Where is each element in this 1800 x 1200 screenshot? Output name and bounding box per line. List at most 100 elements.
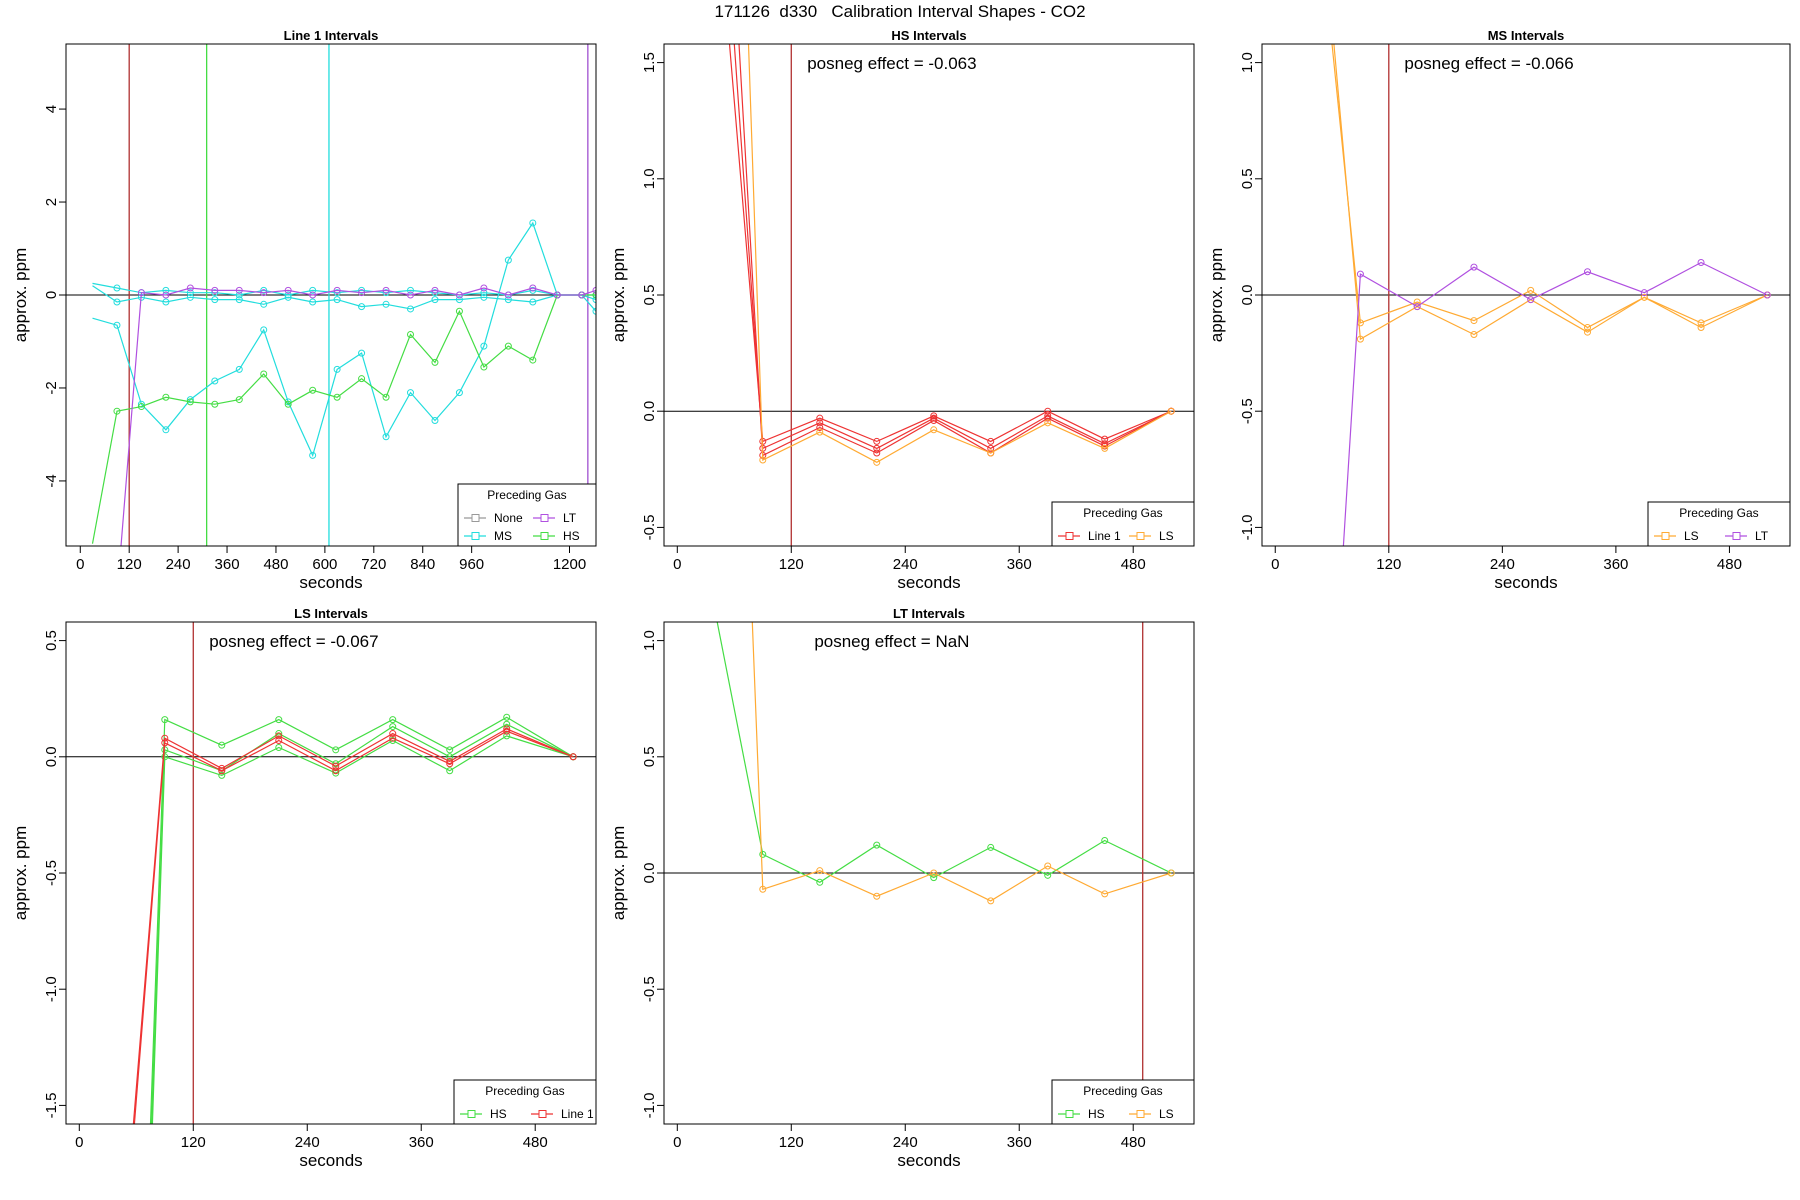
data-point [480, 342, 488, 350]
data-point [592, 307, 596, 315]
chart-panel-2: HS Intervals 0 120 240 360 480 seconds -0.5 0.0 0… [609, 28, 1195, 592]
data-point [218, 767, 226, 775]
y-tick-label: 0.0 [1239, 285, 1256, 306]
data-point [1584, 268, 1592, 276]
x-tick-label: 480 [263, 556, 288, 573]
legend-swatch-marker [1732, 532, 1741, 540]
data-point [358, 349, 366, 357]
data-point [275, 732, 283, 740]
x-tick-label: 240 [893, 556, 918, 573]
data-point [1167, 407, 1175, 415]
data-point [816, 878, 824, 886]
data-point [137, 403, 145, 411]
data-point [382, 433, 390, 441]
x-tick-label: 0 [75, 1134, 83, 1151]
panel-title: HS Intervals [891, 28, 966, 43]
legend-box [453, 1079, 597, 1125]
x-tick-label: 480 [523, 1134, 548, 1151]
data-point [873, 892, 881, 900]
data-point [1101, 836, 1109, 844]
data-point [480, 293, 488, 301]
data-point [503, 720, 511, 728]
x-tick-label: 720 [361, 556, 386, 573]
y-tick-label: -1.0 [641, 1092, 658, 1118]
legend-label: LT [1755, 529, 1769, 543]
series-line [91, 294, 596, 544]
data-point [186, 293, 194, 301]
data-point [218, 741, 226, 749]
data-point [218, 771, 226, 779]
data-point [235, 296, 243, 304]
data-point [275, 744, 283, 751]
legend-swatch-marker [1136, 532, 1145, 540]
chart-panel-5: LT Intervals 0 120 240 360 480 seconds -1.0 -0.5… [609, 606, 1195, 1170]
data-point [592, 291, 596, 299]
legend-swatch-marker [471, 514, 480, 522]
series-line [92, 285, 596, 312]
legend-swatch-marker [471, 532, 480, 540]
chart-panel-4: LS Intervals 0 120 240 360 480 seconds -1.5 -1.0… [11, 606, 597, 1170]
data-point [162, 298, 170, 306]
data-point [333, 365, 341, 373]
legend-label: None [494, 511, 523, 525]
data-point [1470, 331, 1478, 339]
data-point [284, 286, 292, 294]
data-point [161, 739, 169, 747]
data-point [431, 296, 439, 304]
data-point [987, 437, 995, 445]
data-point [113, 321, 121, 329]
data-point [446, 753, 454, 761]
data-point [987, 444, 995, 452]
legend-title: Preceding Gas [1083, 506, 1162, 520]
x-tick-label: 360 [409, 1134, 434, 1151]
data-point [1356, 335, 1364, 343]
data-point [592, 286, 596, 294]
data-point [113, 407, 121, 415]
plot-frame [65, 621, 597, 1125]
series-line [728, 44, 1172, 443]
data-point [1527, 286, 1535, 294]
data-point [455, 296, 463, 304]
data-point [235, 286, 243, 294]
data-point [431, 417, 439, 424]
data-point [455, 291, 463, 299]
x-axis-label: seconds [299, 573, 362, 592]
x-tick-label: 360 [215, 556, 240, 573]
data-point [504, 296, 512, 304]
data-point [407, 389, 414, 397]
series-group [132, 713, 577, 1124]
legend-swatch-marker [1661, 532, 1670, 540]
data-point [218, 764, 226, 772]
y-tick-label: -0.5 [641, 976, 658, 1002]
data-point [529, 298, 537, 306]
data-point [284, 291, 292, 299]
legend-swatch-marker [467, 1110, 476, 1118]
data-point [446, 746, 454, 754]
data-point [275, 737, 283, 745]
data-point [407, 305, 414, 313]
data-point [382, 286, 390, 294]
legend-label: LS [1159, 529, 1174, 543]
data-point [873, 437, 881, 445]
data-point [816, 419, 824, 427]
legend-box [1051, 1079, 1195, 1125]
data-point [1101, 890, 1109, 898]
panel-title: Line 1 Intervals [284, 28, 379, 43]
posneg-annotation: posneg effect = -0.066 [1404, 54, 1573, 73]
data-point [1640, 293, 1648, 301]
data-point [529, 356, 537, 364]
data-point [113, 298, 121, 306]
legend-title: Preceding Gas [485, 1084, 564, 1098]
data-point [1697, 319, 1705, 327]
data-point [987, 449, 995, 457]
y-axis-label: approx. ppm [11, 826, 30, 921]
data-point [309, 386, 317, 394]
data-point [503, 732, 511, 740]
data-point [260, 370, 268, 378]
data-point [930, 869, 938, 877]
data-point [211, 286, 219, 294]
data-point [162, 393, 170, 401]
series-line [92, 221, 596, 458]
legend-swatch-marker [540, 532, 549, 540]
legend-swatch-marker [1136, 1110, 1145, 1118]
